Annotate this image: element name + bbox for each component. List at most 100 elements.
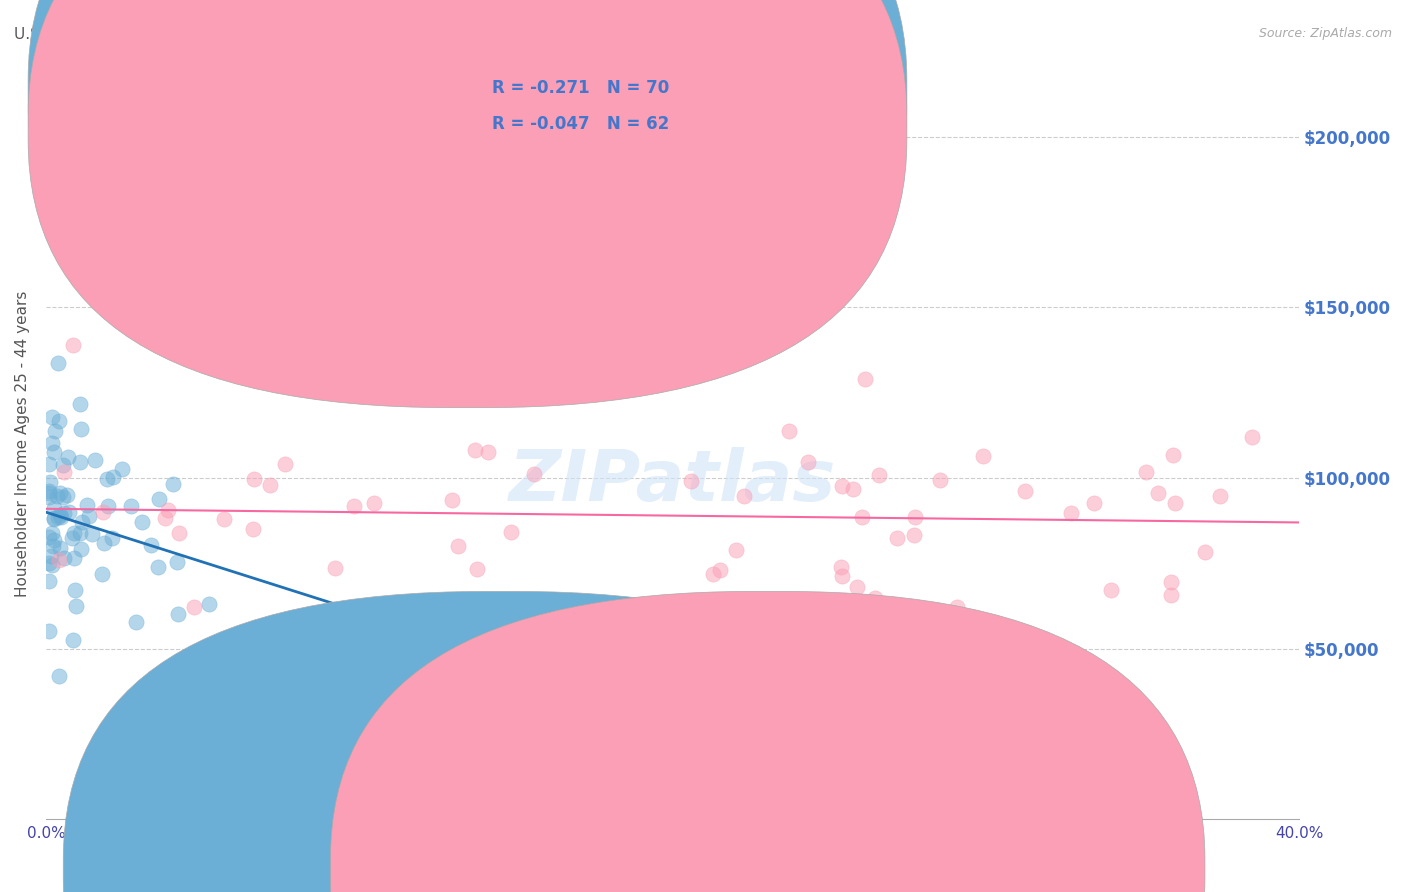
Point bbox=[242, 522, 264, 536]
Point bbox=[62, 633, 84, 648]
Point bbox=[1209, 489, 1232, 503]
Point bbox=[93, 536, 115, 550]
Point bbox=[1147, 485, 1170, 500]
Point bbox=[162, 476, 184, 491]
Point bbox=[499, 525, 522, 540]
Point bbox=[755, 256, 778, 270]
Point bbox=[110, 462, 132, 476]
Point bbox=[42, 445, 65, 459]
Point bbox=[183, 599, 205, 614]
Point bbox=[363, 495, 385, 509]
Point bbox=[44, 501, 66, 516]
Y-axis label: Householder Income Ages 25 - 44 years: Householder Income Ages 25 - 44 years bbox=[15, 291, 30, 597]
Point bbox=[863, 591, 886, 605]
Point bbox=[41, 558, 63, 573]
Point bbox=[91, 566, 114, 581]
Point bbox=[242, 472, 264, 486]
Point bbox=[321, 623, 343, 637]
Point bbox=[41, 525, 63, 540]
Point bbox=[146, 560, 169, 574]
Point bbox=[62, 525, 84, 540]
Point bbox=[101, 532, 124, 546]
Point bbox=[53, 506, 76, 520]
Point bbox=[157, 503, 180, 517]
Point bbox=[131, 516, 153, 530]
Point bbox=[212, 511, 235, 525]
Point bbox=[49, 508, 72, 522]
Text: Slovaks: Slovaks bbox=[794, 863, 853, 877]
Point bbox=[42, 511, 65, 525]
Text: U.S. Virgin Islanders: U.S. Virgin Islanders bbox=[534, 863, 688, 877]
Point bbox=[38, 624, 60, 638]
Point bbox=[343, 499, 366, 513]
Point bbox=[56, 488, 79, 502]
Point bbox=[464, 443, 486, 458]
Point bbox=[125, 615, 148, 629]
Text: R = -0.047   N = 62: R = -0.047 N = 62 bbox=[492, 115, 669, 133]
Point bbox=[841, 483, 863, 497]
Point bbox=[48, 413, 70, 427]
Point bbox=[869, 467, 891, 482]
Point bbox=[702, 566, 724, 581]
Point bbox=[259, 478, 281, 492]
Point bbox=[148, 492, 170, 507]
Point bbox=[84, 452, 107, 467]
Point bbox=[441, 492, 464, 507]
Point bbox=[69, 455, 91, 469]
Point bbox=[1083, 496, 1105, 510]
Point bbox=[38, 483, 60, 498]
Point bbox=[44, 511, 66, 525]
Point bbox=[38, 556, 60, 570]
Point bbox=[62, 338, 84, 352]
Point bbox=[42, 533, 65, 547]
Point bbox=[48, 553, 70, 567]
Point bbox=[69, 526, 91, 541]
Point bbox=[274, 457, 297, 471]
Point bbox=[1099, 582, 1122, 597]
Point bbox=[120, 499, 142, 513]
Point bbox=[52, 458, 75, 473]
Point bbox=[1160, 575, 1182, 590]
Point bbox=[845, 580, 868, 594]
Point bbox=[51, 491, 73, 505]
Point bbox=[96, 472, 118, 486]
Point bbox=[477, 445, 499, 459]
Point bbox=[778, 424, 800, 438]
Point bbox=[797, 455, 820, 469]
Point bbox=[69, 397, 91, 411]
Point bbox=[904, 509, 927, 524]
Point bbox=[1060, 506, 1083, 520]
Point bbox=[48, 669, 70, 683]
Point bbox=[44, 424, 66, 438]
Point bbox=[38, 485, 60, 500]
Point bbox=[69, 542, 91, 557]
Point bbox=[38, 458, 60, 472]
Point bbox=[679, 474, 702, 488]
Point bbox=[76, 498, 98, 512]
Point bbox=[46, 356, 69, 370]
Point bbox=[198, 597, 221, 611]
Text: U.S. VIRGIN ISLANDER VS SLOVAK HOUSEHOLDER INCOME AGES 25 - 44 YEARS CORRELATION: U.S. VIRGIN ISLANDER VS SLOVAK HOUSEHOLD… bbox=[14, 27, 793, 42]
Point bbox=[38, 475, 60, 489]
Point bbox=[38, 574, 60, 588]
Text: R = -0.271   N = 70: R = -0.271 N = 70 bbox=[492, 79, 669, 97]
Point bbox=[523, 467, 546, 481]
Point bbox=[63, 550, 86, 565]
Point bbox=[946, 599, 969, 614]
Point bbox=[38, 530, 60, 544]
Point bbox=[91, 505, 114, 519]
Point bbox=[48, 510, 70, 524]
Point bbox=[58, 505, 80, 519]
Point bbox=[65, 583, 87, 598]
Point bbox=[1161, 448, 1184, 462]
Point bbox=[38, 490, 60, 504]
Point bbox=[70, 422, 93, 436]
Point bbox=[1164, 495, 1187, 509]
Point bbox=[52, 550, 75, 565]
Point bbox=[929, 473, 952, 487]
Point bbox=[49, 510, 72, 524]
Point bbox=[853, 372, 876, 386]
Point bbox=[166, 607, 188, 622]
Point bbox=[52, 466, 75, 480]
Point bbox=[97, 499, 120, 513]
